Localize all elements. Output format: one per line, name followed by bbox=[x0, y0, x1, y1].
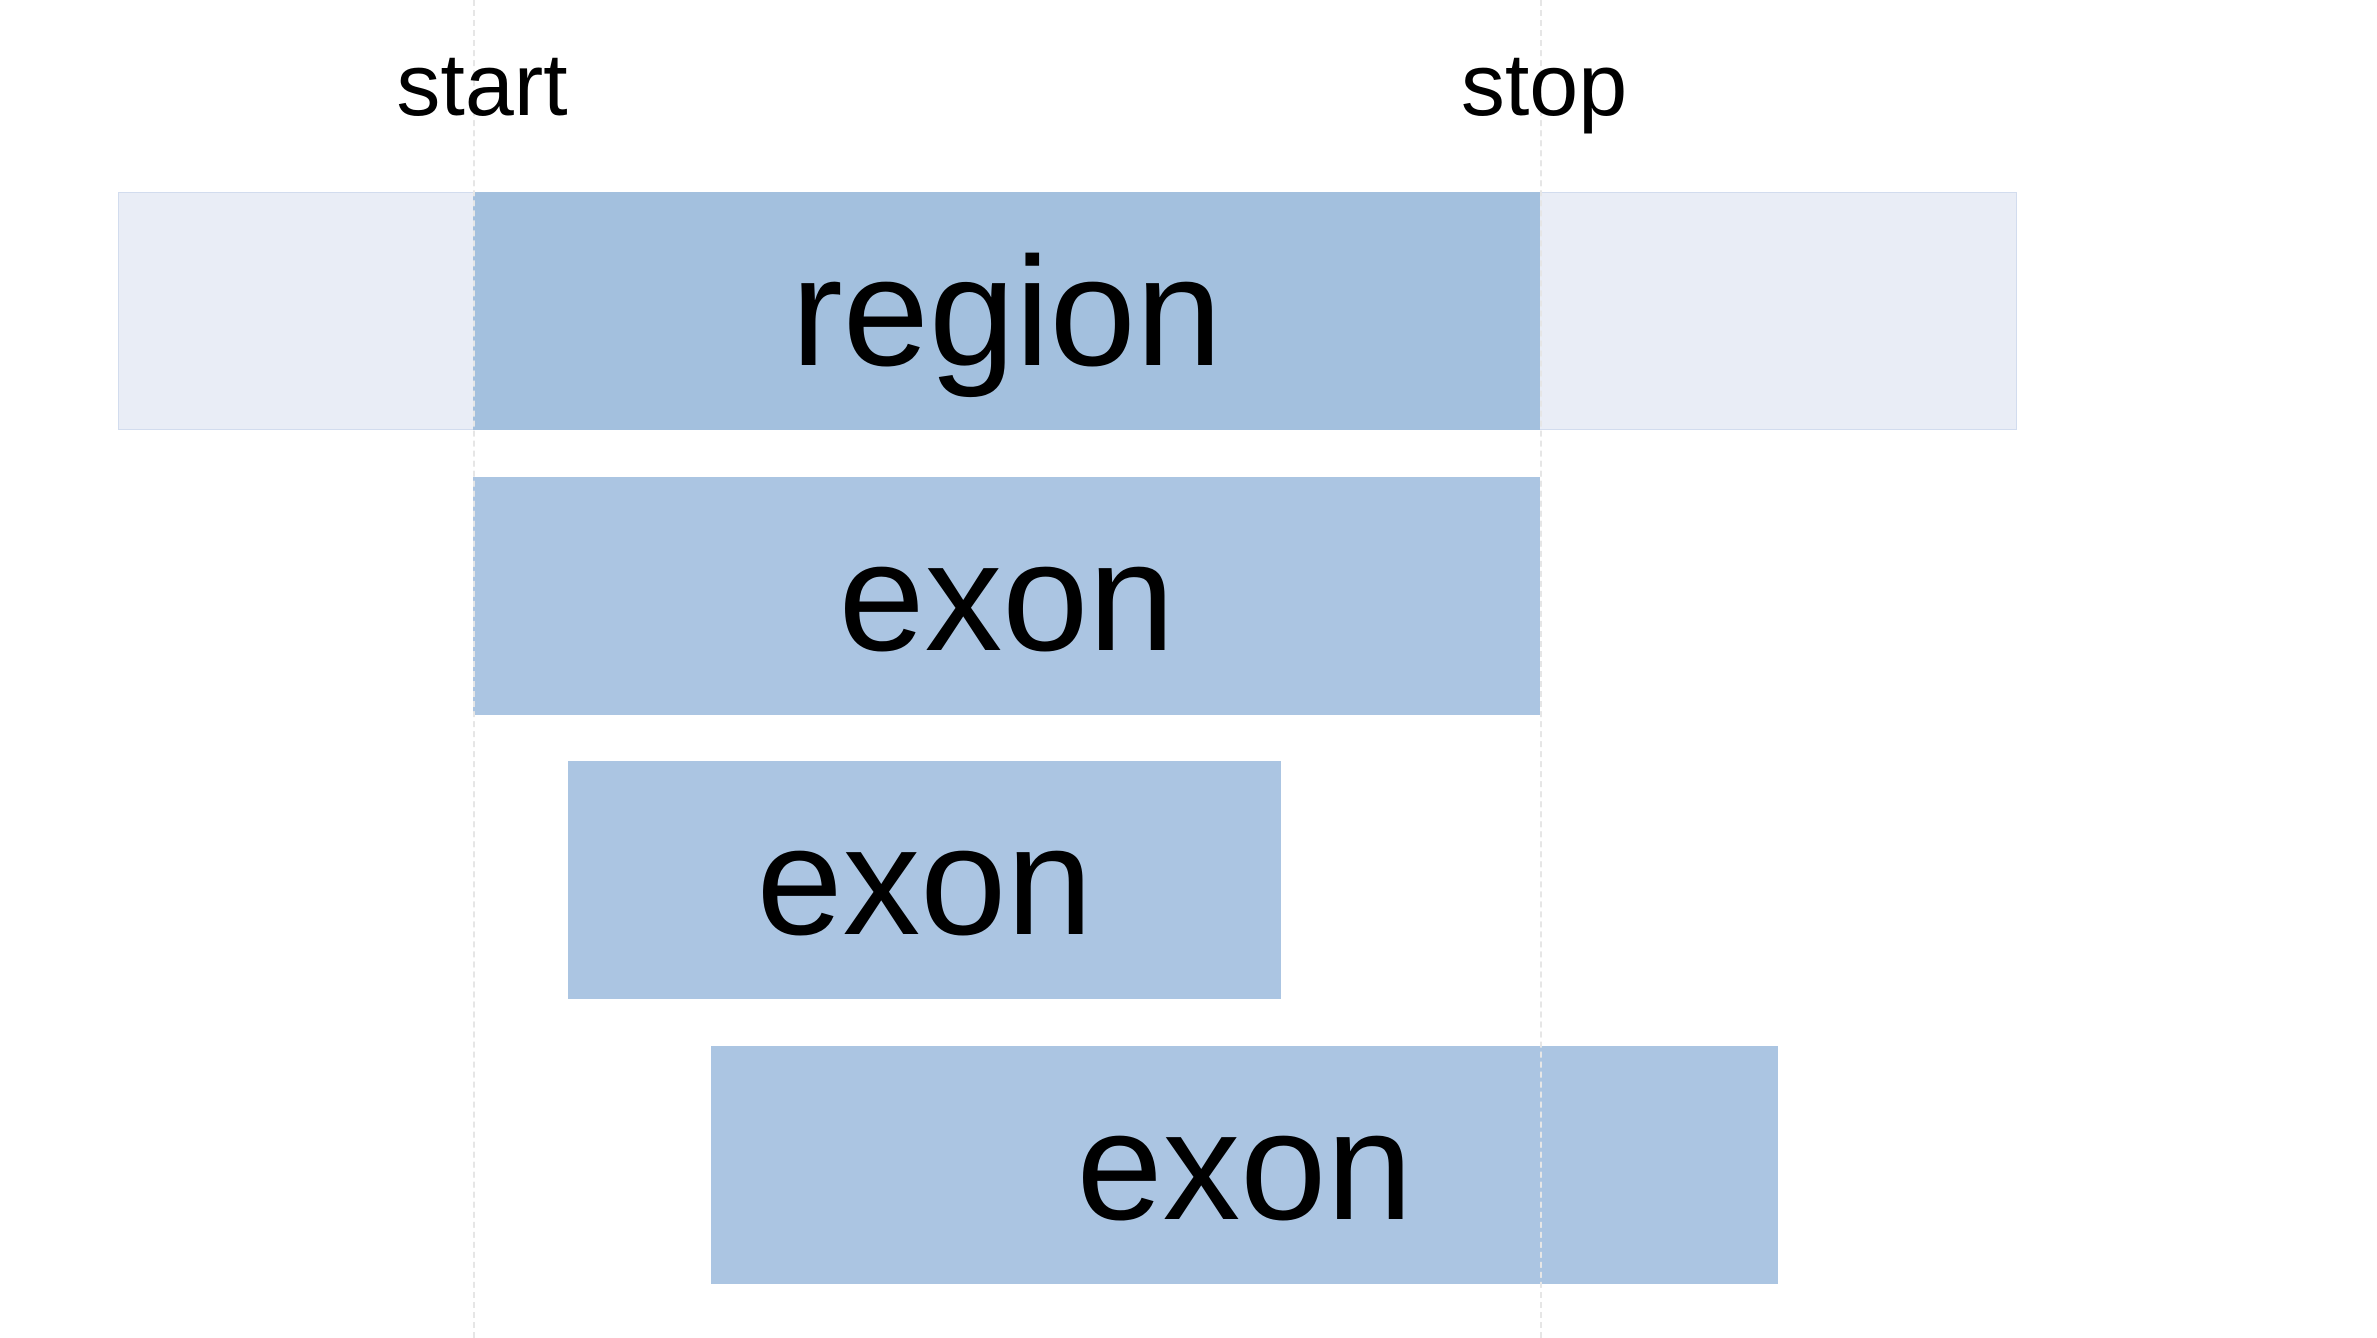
exon-box-2: exon bbox=[568, 761, 1281, 999]
region-label: region bbox=[791, 224, 1222, 398]
exon-label-2: exon bbox=[756, 793, 1093, 967]
start-guide-line bbox=[473, 0, 475, 1338]
stop-label: stop bbox=[1460, 35, 1628, 134]
exon-label-1: exon bbox=[838, 509, 1175, 683]
region-box: region bbox=[473, 192, 1540, 430]
exon-box-1: exon bbox=[473, 477, 1540, 715]
exon-box-3: exon bbox=[711, 1046, 1778, 1284]
start-label: start bbox=[396, 35, 568, 134]
exon-label-3: exon bbox=[1076, 1078, 1413, 1252]
stop-guide-line bbox=[1540, 0, 1542, 1338]
